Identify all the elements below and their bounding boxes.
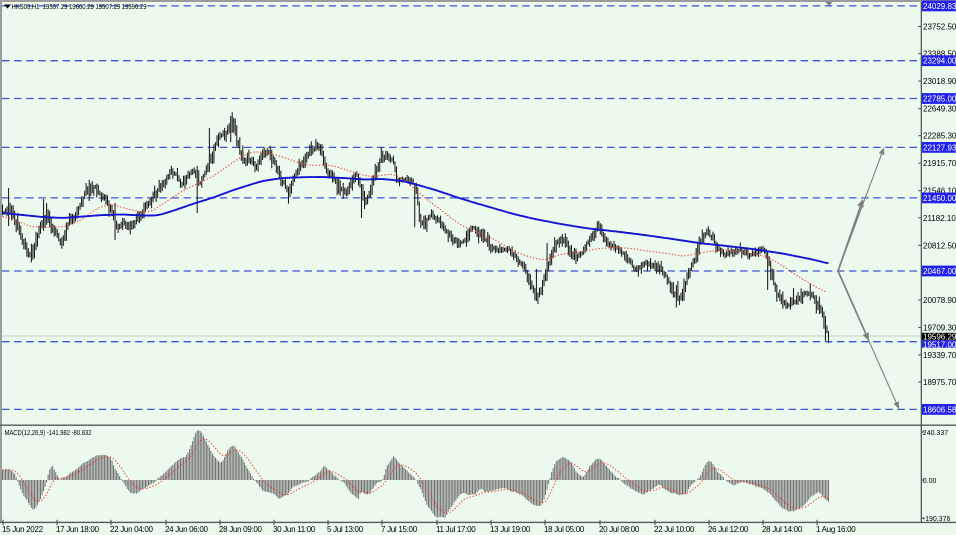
svg-text:23388.50: 23388.50 bbox=[923, 50, 956, 59]
svg-text:20 Jul 08:00: 20 Jul 08:00 bbox=[599, 525, 640, 534]
svg-text:13 Jul 19:00: 13 Jul 19:00 bbox=[490, 525, 531, 534]
svg-text:21182.10: 21182.10 bbox=[923, 214, 956, 223]
svg-text:18 Jul 05:00: 18 Jul 05:00 bbox=[544, 525, 585, 534]
svg-text:240.337: 240.337 bbox=[923, 430, 948, 437]
svg-text:15 Jun 2022: 15 Jun 2022 bbox=[2, 525, 44, 534]
svg-text:11 Jul 17:00: 11 Jul 17:00 bbox=[436, 525, 476, 534]
svg-text:28 Jun 09:00: 28 Jun 09:00 bbox=[219, 525, 263, 534]
svg-text:28 Jul 14:00: 28 Jul 14:00 bbox=[762, 525, 803, 534]
svg-text:MACD(12,26,9) -141.982 -80.832: MACD(12,26,9) -141.982 -80.832 bbox=[5, 428, 92, 437]
svg-text:22 Jun 04:00: 22 Jun 04:00 bbox=[110, 525, 154, 534]
svg-text:21450.00: 21450.00 bbox=[923, 194, 956, 203]
svg-text:23294.00: 23294.00 bbox=[923, 57, 956, 66]
svg-text:21915.70: 21915.70 bbox=[923, 159, 956, 168]
svg-text:19709.30: 19709.30 bbox=[923, 323, 956, 332]
svg-text:19339.70: 19339.70 bbox=[923, 351, 956, 360]
svg-text:24029.83: 24029.83 bbox=[923, 2, 956, 11]
svg-text:22 Jul 10:00: 22 Jul 10:00 bbox=[654, 525, 695, 534]
svg-text:26 Jul 12:00: 26 Jul 12:00 bbox=[708, 525, 749, 534]
svg-text:30 Jun 11:00: 30 Jun 11:00 bbox=[273, 525, 316, 534]
svg-text:18975.70: 18975.70 bbox=[923, 378, 956, 387]
svg-text:22649.30: 22649.30 bbox=[923, 105, 956, 114]
svg-text:-190.376: -190.376 bbox=[923, 516, 951, 523]
svg-text:20812.50: 20812.50 bbox=[923, 241, 956, 250]
svg-text:HKS03,H1 19537.29 19600.29 19: HKS03,H1 19537.29 19600.29 19507.29 1959… bbox=[12, 2, 147, 11]
svg-text:1 Aug 16:00: 1 Aug 16:00 bbox=[816, 525, 856, 534]
svg-text:19596.29: 19596.29 bbox=[923, 333, 956, 342]
svg-text:22285.30: 22285.30 bbox=[923, 132, 956, 141]
svg-text:19517.00: 19517.00 bbox=[923, 340, 956, 349]
svg-text:20467.00: 20467.00 bbox=[923, 267, 956, 276]
svg-text:21546.10: 21546.10 bbox=[923, 187, 956, 196]
svg-text:20078.90: 20078.90 bbox=[923, 296, 956, 305]
svg-text:23018.90: 23018.90 bbox=[923, 77, 956, 86]
svg-text:0.00: 0.00 bbox=[923, 478, 937, 485]
svg-text:18606.58: 18606.58 bbox=[923, 405, 956, 414]
svg-text:7 Jul 15:00: 7 Jul 15:00 bbox=[381, 525, 418, 534]
svg-text:5 Jul 13:00: 5 Jul 13:00 bbox=[327, 525, 364, 534]
svg-text:24 Jun 06:00: 24 Jun 06:00 bbox=[165, 525, 209, 534]
svg-text:17 Jun 18:00: 17 Jun 18:00 bbox=[56, 525, 100, 534]
svg-text:22785.00: 22785.00 bbox=[923, 95, 956, 104]
svg-text:23752.50: 23752.50 bbox=[923, 23, 956, 32]
svg-text:22127.93: 22127.93 bbox=[923, 143, 956, 152]
